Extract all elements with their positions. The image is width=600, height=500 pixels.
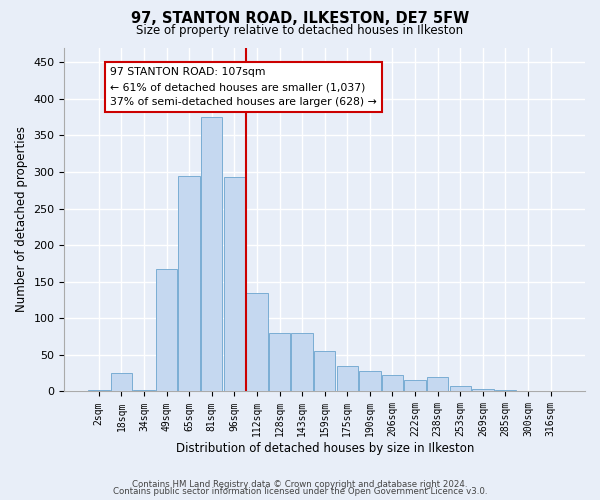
X-axis label: Distribution of detached houses by size in Ilkeston: Distribution of detached houses by size … xyxy=(176,442,474,455)
Text: Contains HM Land Registry data © Crown copyright and database right 2024.: Contains HM Land Registry data © Crown c… xyxy=(132,480,468,489)
Bar xyxy=(404,380,426,392)
Bar xyxy=(133,390,155,392)
Text: 97 STANTON ROAD: 107sqm
← 61% of detached houses are smaller (1,037)
37% of semi: 97 STANTON ROAD: 107sqm ← 61% of detache… xyxy=(110,68,377,107)
Bar xyxy=(156,270,177,392)
Bar xyxy=(314,351,335,392)
Bar xyxy=(246,292,268,392)
Bar xyxy=(427,377,448,392)
Text: Size of property relative to detached houses in Ilkeston: Size of property relative to detached ho… xyxy=(136,24,464,37)
Bar xyxy=(472,388,494,392)
Text: 97, STANTON ROAD, ILKESTON, DE7 5FW: 97, STANTON ROAD, ILKESTON, DE7 5FW xyxy=(131,11,469,26)
Y-axis label: Number of detached properties: Number of detached properties xyxy=(15,126,28,312)
Bar xyxy=(224,177,245,392)
Bar xyxy=(382,376,403,392)
Bar xyxy=(201,117,223,392)
Bar xyxy=(494,390,516,392)
Bar xyxy=(110,373,132,392)
Bar xyxy=(517,390,539,392)
Text: Contains public sector information licensed under the Open Government Licence v3: Contains public sector information licen… xyxy=(113,487,487,496)
Bar xyxy=(337,366,358,392)
Bar xyxy=(178,176,200,392)
Bar xyxy=(359,371,380,392)
Bar xyxy=(292,333,313,392)
Bar xyxy=(269,333,290,392)
Bar xyxy=(449,386,471,392)
Bar xyxy=(540,390,562,392)
Bar xyxy=(88,390,110,392)
